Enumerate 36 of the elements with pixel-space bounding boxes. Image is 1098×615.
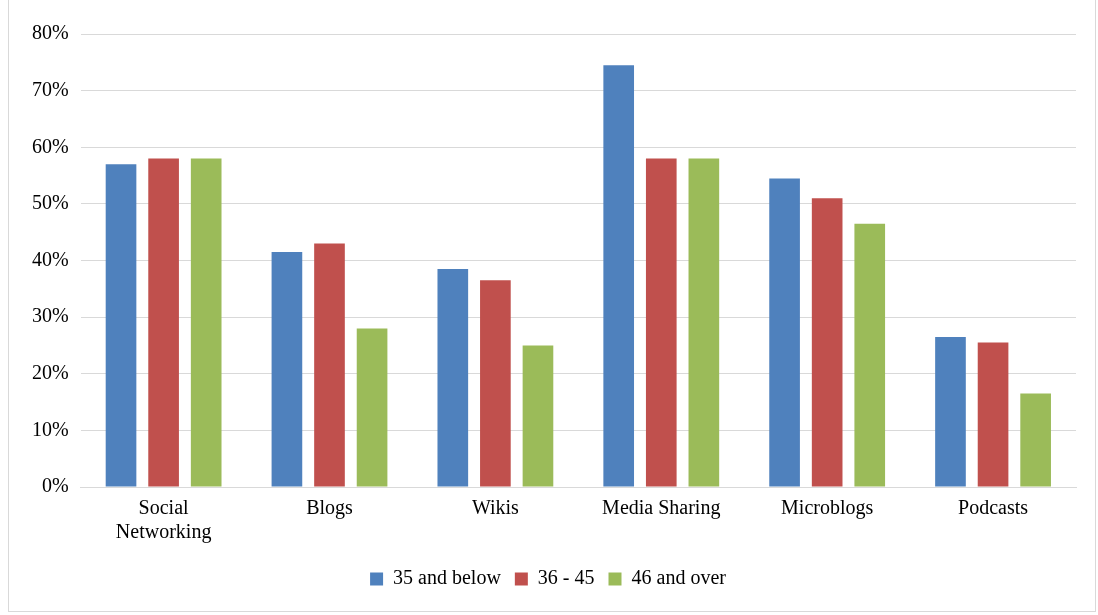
x-tick-label: Blogs <box>306 496 354 520</box>
bar <box>190 158 222 487</box>
x-tick-label: Social Networking <box>115 496 212 544</box>
legend-label: 46 and over <box>631 566 727 589</box>
legend-label: 36 - 45 <box>537 566 595 589</box>
bar <box>645 158 677 487</box>
x-tick-label: Podcasts <box>958 496 1029 519</box>
bar <box>271 252 303 487</box>
bar <box>356 328 388 487</box>
bar <box>935 336 966 487</box>
bar <box>977 342 1009 487</box>
y-tick-label: 10% <box>31 417 69 440</box>
x-tick-label: Wikis <box>471 496 520 519</box>
y-tick-label: 80% <box>31 21 69 44</box>
bar <box>522 345 554 487</box>
bar <box>688 158 720 487</box>
bar <box>769 178 800 487</box>
y-tick-label: 40% <box>31 247 69 270</box>
bar <box>148 158 179 487</box>
y-tick-label: 30% <box>31 304 69 327</box>
bar <box>1020 393 1051 487</box>
bar <box>854 223 886 487</box>
y-tick-label: 70% <box>31 77 69 100</box>
bar <box>603 65 635 487</box>
y-tick-label: 0% <box>41 474 69 497</box>
bar <box>314 243 345 487</box>
bar <box>105 164 137 487</box>
bar <box>480 280 511 487</box>
bar <box>437 268 469 487</box>
y-tick-label: 60% <box>31 134 69 157</box>
bar <box>811 198 843 487</box>
x-tick-label: Media Sharing <box>602 496 721 520</box>
y-tick-label: 50% <box>31 191 69 214</box>
x-tick-label: Microblogs <box>781 496 874 520</box>
y-tick-label: 20% <box>31 361 69 383</box>
legend-label: 35 and below <box>393 566 502 589</box>
